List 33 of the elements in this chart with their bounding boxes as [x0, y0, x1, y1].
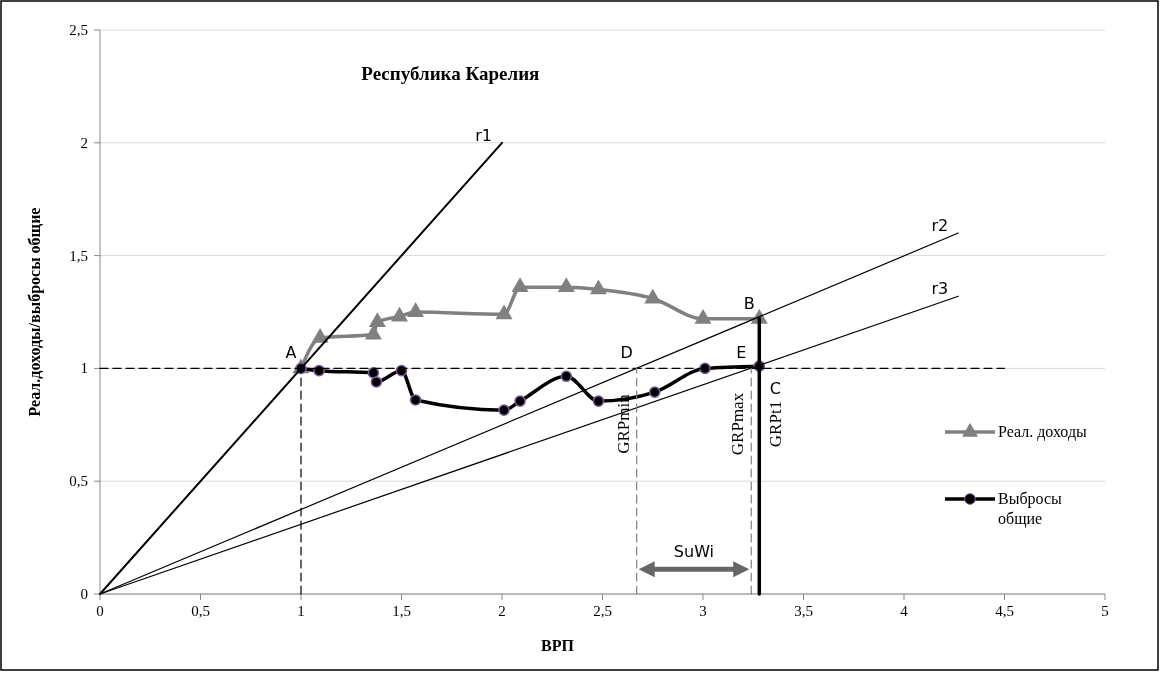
y-tick-label: 2,5 [69, 22, 88, 38]
y-tick-label: 1 [80, 360, 88, 377]
x-tick-label: 1 [297, 603, 305, 619]
x-tick-label: 1,5 [392, 603, 411, 619]
y-tick-label: 0 [80, 586, 88, 602]
annotation: B [743, 293, 755, 313]
annotation: D [620, 343, 633, 363]
x-tick-label: 4,5 [995, 603, 1014, 619]
x-tick-label: 0 [96, 603, 104, 619]
y-tick-label: 0,5 [69, 473, 88, 490]
x-axis-title: ВРП [541, 637, 575, 654]
x-tick-label: 2 [498, 603, 506, 619]
x-tick-label: 0,5 [191, 603, 210, 619]
annotation: E [736, 343, 747, 363]
y-tick-label: 2 [80, 134, 88, 151]
y-tick-label: 1,5 [69, 247, 88, 264]
y-axis-title: Реал.доходы/выбросы общие [26, 207, 44, 417]
text: GRPt1 [766, 400, 786, 448]
series-label: r1 [475, 125, 492, 145]
annotation: A [285, 343, 297, 363]
x-tick-label: 4 [900, 603, 909, 619]
x-tick-label: 3 [699, 603, 707, 619]
x-tick-label: 2,5 [593, 603, 612, 619]
x-tick-label: 5 [1101, 603, 1109, 619]
annotation: C [769, 379, 781, 399]
legend-label: Выбросы общие [998, 490, 1063, 528]
series-label: r3 [931, 279, 949, 299]
x-tick-label: 3,5 [794, 603, 813, 619]
text: Республика Карелия [361, 63, 540, 84]
annotation: SuWi [673, 542, 715, 562]
legend-label: Реал. доходы [998, 423, 1088, 441]
text: GRPmax [728, 392, 748, 456]
series-label: r2 [931, 216, 949, 236]
